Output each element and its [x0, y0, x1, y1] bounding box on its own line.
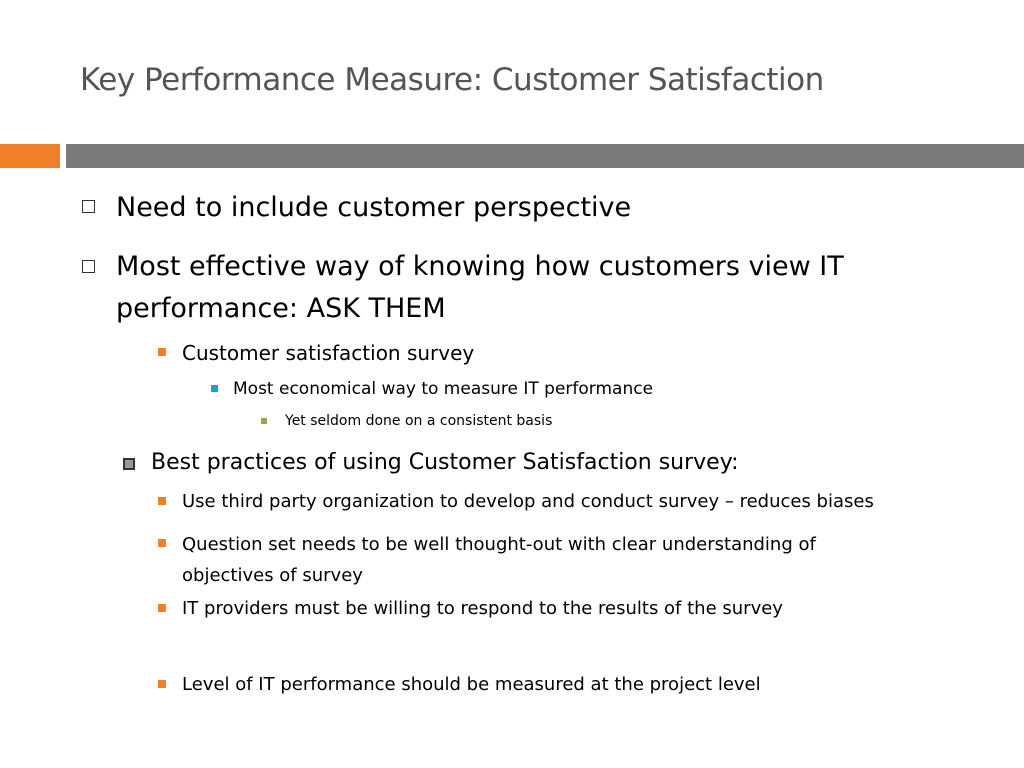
bullet-text: Most effective way of knowing how custom…: [116, 251, 844, 324]
bullet: Most economical way to measure IT perfor…: [211, 379, 933, 399]
bullet: Use third party organization to develop …: [158, 491, 982, 512]
bullet: Customer satisfaction survey: [158, 341, 882, 365]
bullet: Level of IT performance should be measur…: [158, 674, 982, 695]
bullet-text: Question set needs to be well thought-ou…: [182, 534, 816, 586]
bullet: Question set needs to be well thought-ou…: [158, 529, 902, 591]
bullet-text: Use third party organization to develop …: [182, 491, 874, 512]
slide-title: Key Performance Measure: Customer Satisf…: [80, 62, 824, 98]
bullet-text: Level of IT performance should be measur…: [182, 674, 761, 695]
bullet: IT providers must be willing to respond …: [158, 598, 982, 619]
bullet-text: Most economical way to measure IT perfor…: [233, 379, 654, 399]
bullet-text: Best practices of using Customer Satisfa…: [151, 450, 739, 475]
bullet: Need to include customer perspective: [82, 192, 916, 223]
bullet: Most effective way of knowing how custom…: [82, 246, 916, 330]
bullet-text: Customer satisfaction survey: [182, 341, 475, 365]
bullet-text: Need to include customer perspective: [116, 192, 632, 223]
bullet: Yet seldom done on a consistent basis: [261, 413, 885, 429]
bullet-text: Yet seldom done on a consistent basis: [285, 413, 553, 429]
bullet: Best practices of using Customer Satisfa…: [123, 450, 951, 475]
accent-bar: [0, 144, 60, 168]
bullet-text: IT providers must be willing to respond …: [182, 598, 783, 619]
header-bar: [66, 144, 1024, 168]
